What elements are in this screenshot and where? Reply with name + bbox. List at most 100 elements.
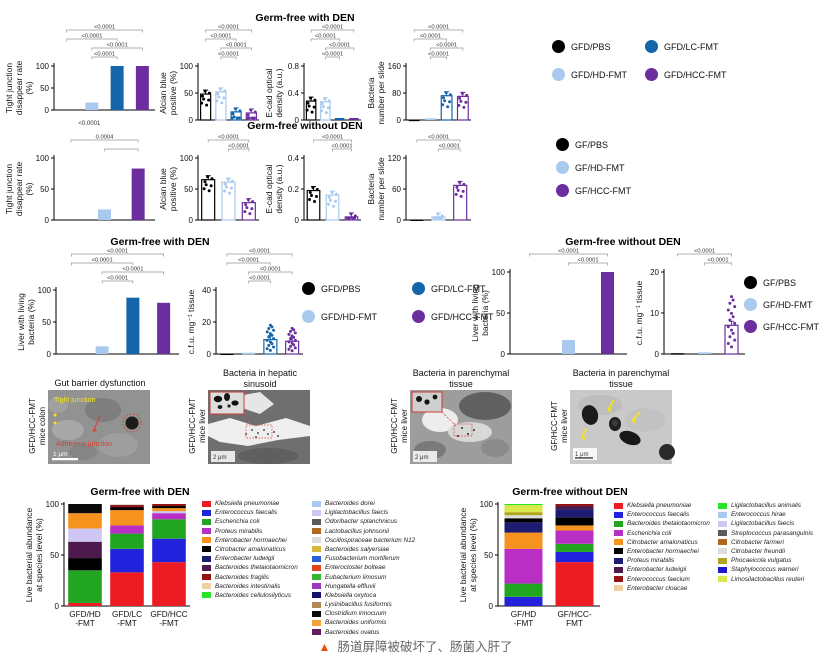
svg-text:50: 50 [50, 551, 59, 560]
svg-text:<0.0001: <0.0001 [331, 144, 352, 150]
legend-species-gf-col2: Ligilactobacillus animalis Enterococcus h… [718, 502, 813, 583]
svg-text:<0.0001: <0.0001 [322, 135, 343, 141]
legend-swatch-icon [312, 601, 321, 608]
svg-text:<0.0001: <0.0001 [210, 34, 231, 40]
svg-text:50: 50 [184, 89, 193, 98]
legend-item: Escherichia coli [202, 518, 298, 525]
legend-swatch-icon [718, 566, 727, 573]
bacteria-blob [416, 396, 422, 402]
chart-cfu-gf: c.f.u. mg⁻¹ tissue 0 10 20 <0.0001 <0.0001 [634, 249, 745, 359]
legend-species-gf-col1: Klebsiella pneumoniae Enterococcus faecal… [614, 502, 710, 592]
svg-text:density (a.u.): density (a.u.) [274, 164, 284, 213]
svg-text:(%): (%) [24, 81, 34, 94]
legend-label: Citrobacter freundii [731, 547, 785, 555]
chart-ecad-gf: E-cad optical density (a.u.) 0 0.2 0.4 <0.000… [264, 135, 361, 225]
legend-swatch-icon [718, 520, 727, 527]
legend-dot-icon [412, 310, 425, 323]
scale-bar-label: 2 μm [213, 455, 226, 461]
svg-text:0: 0 [45, 106, 50, 115]
legend-swatch-icon [202, 564, 211, 571]
legend-swatch-icon [718, 530, 727, 537]
svg-text:<0.0001: <0.0001 [329, 43, 350, 49]
legend-swatch-icon [614, 511, 623, 518]
legend-item: Bacteroides cellulosilyticus [202, 592, 298, 599]
section-title-row5-right: Germ-free without DEN [512, 486, 628, 498]
svg-text:50: 50 [184, 185, 193, 194]
svg-text:<0.0001: <0.0001 [218, 52, 239, 58]
legend-label: Bacteroides thetaiotaomicron [627, 520, 710, 528]
legend-label: Lactobacillus johnsonii [325, 527, 389, 535]
legend-label: Enterococcus hirae [731, 511, 786, 519]
caption-text: 肠道屏障被破坏了、肠菌入肝了 [337, 640, 513, 654]
em-side-label-liver-gfd2: GFD/HCC-FMT mice liver [390, 398, 409, 454]
legend-dot-icon [552, 40, 565, 53]
svg-text:0: 0 [489, 602, 494, 611]
svg-text:E-cad optical: E-cad optical [264, 164, 274, 213]
svg-text:50: 50 [484, 551, 493, 560]
legend-species-den-col2: Bacteroides dorei Ligilactobacillus faeci… [312, 500, 415, 636]
legend-item: Enterococcus faecalis [202, 509, 298, 516]
svg-text:GFD/LC: GFD/LC [112, 610, 142, 619]
svg-text:50: 50 [42, 318, 51, 327]
legend-label: Staphylococcus warneri [731, 566, 799, 574]
svg-text:0: 0 [295, 116, 300, 125]
svg-text:20: 20 [650, 268, 659, 277]
svg-text:GF/HCC-: GF/HCC- [557, 610, 591, 619]
svg-text:Bacteria: Bacteria [366, 173, 376, 204]
legend-swatch-icon [202, 528, 211, 535]
chart-tight-junction-den: Tight junction disappear rate (%) 0 50 100 <0.… [4, 25, 155, 127]
svg-text:<0.0001: <0.0001 [94, 52, 115, 58]
legend-item: Proteus mirabilis [202, 528, 298, 535]
svg-text:<0.0001: <0.0001 [577, 258, 598, 264]
svg-text:100: 100 [38, 286, 52, 295]
legend-label: Bacteroides fragilis [215, 573, 269, 581]
legend-item: GFD/LC-FMT [645, 40, 719, 53]
legend-item: Clostridium innocuum [312, 610, 415, 617]
svg-text:50: 50 [40, 185, 49, 194]
legend-item: GFD/HD-FMT [302, 310, 377, 323]
section-title-row3-right: Germ-free without DEN [565, 236, 681, 248]
legend-label: Klebsiella oxytoca [325, 591, 377, 599]
legend-item: Proteus mirabilis [614, 557, 710, 564]
svg-text:Alcian blue: Alcian blue [158, 72, 168, 114]
legend-item: Ligilactobacillus faecis [718, 520, 813, 527]
legend-swatch-icon [614, 502, 623, 509]
legend-swatch-icon [312, 528, 321, 535]
svg-text:-FMT: -FMT [117, 619, 137, 628]
svg-text:0: 0 [501, 350, 506, 359]
svg-text:<0.0001: <0.0001 [558, 249, 579, 255]
legend-item: GF/PBS [556, 138, 631, 151]
svg-text:positive (%): positive (%) [168, 71, 178, 116]
chart-cfu-den: c.f.u. mg⁻¹ tissue02040<0.0001<0.0001<0.… [186, 249, 303, 359]
legend-label: Enterobacter ludwigii [215, 555, 275, 563]
legend-item: Enterococcus faecium [614, 576, 710, 583]
svg-text:<0.0001: <0.0001 [78, 121, 101, 127]
svg-text:E-cad optical: E-cad optical [264, 68, 274, 117]
legend-label: Bacteroides intestinalis [215, 582, 281, 590]
legend-dot-icon [645, 68, 658, 81]
legend-swatch-icon [312, 610, 321, 617]
svg-text:-FMT: -FMT [75, 619, 95, 628]
legend-label: GF/HCC-FMT [575, 185, 631, 196]
legend-label: GFD/HCC-FMT [431, 311, 494, 322]
svg-text:Tight junction: Tight junction [4, 164, 14, 215]
legend-label: Eubacterium limosum [325, 573, 387, 581]
legend-item: Escherichia coli [614, 530, 710, 537]
chart-liver-bacteria-den: Liver with living bacteria (%) 0 50 100 <0.00… [16, 249, 179, 359]
legend-item: GF/PBS [744, 276, 819, 289]
legend-item: Lactobacillus johnsonii [312, 528, 415, 535]
legend-swatch-icon [312, 629, 321, 636]
legend-label: GFD/HD-FMT [571, 69, 627, 80]
legend-item: Citrobacter amalonaticus [202, 546, 298, 553]
svg-text:<0.0001: <0.0001 [228, 144, 249, 150]
legend-dot-icon [556, 138, 569, 151]
svg-text:GF/HD: GF/HD [511, 610, 537, 619]
svg-text:20: 20 [202, 318, 211, 327]
svg-text:<0.0001: <0.0001 [436, 43, 457, 49]
yellow-arrow-icon [581, 399, 641, 439]
svg-text:c.f.u. mg⁻¹ tissue: c.f.u. mg⁻¹ tissue [186, 289, 196, 354]
legend-item: Enterobacter hormaechei [202, 537, 298, 544]
legend-label: Escherichia coli [627, 529, 672, 537]
svg-text:<0.0001: <0.0001 [218, 25, 239, 31]
legend-label: Oscillospiraceae bacterium N12 [325, 536, 416, 544]
